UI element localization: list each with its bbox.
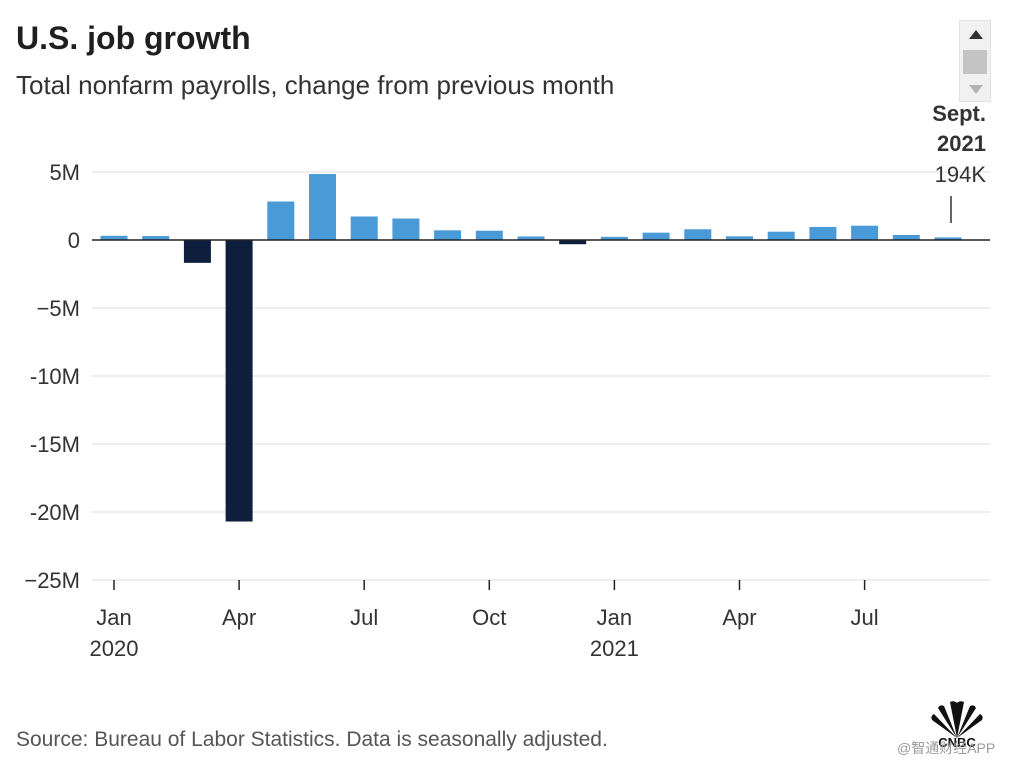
- chart-subtitle: Total nonfarm payrolls, change from prev…: [16, 70, 615, 100]
- bar-2021-08: [892, 234, 920, 240]
- y-tick-label: 0: [68, 228, 80, 253]
- scroll-up-arrow-icon[interactable]: [969, 30, 983, 39]
- bar-2020-05: [267, 201, 295, 240]
- chart-title: U.S. job growth: [16, 20, 251, 56]
- source-note: Source: Bureau of Labor Statistics. Data…: [16, 728, 608, 751]
- bar-2021-07: [851, 225, 879, 240]
- bar-2020-07: [350, 216, 378, 240]
- bar-2020-01: [100, 235, 128, 240]
- x-tick-year: 2020: [90, 636, 139, 661]
- annotation-month: Sept.: [932, 101, 986, 126]
- y-axis-ticks: 5M 0 −5M -10M -15M -20M −25M: [24, 160, 80, 593]
- y-tick-label: -10M: [30, 364, 80, 389]
- y-tick-label: -15M: [30, 432, 80, 457]
- x-tick-label: Oct: [472, 605, 506, 630]
- logo-text: CNBC: [938, 735, 976, 748]
- bar-2020-02: [142, 236, 170, 240]
- bar-2021-05: [767, 231, 795, 240]
- bar-2021-03: [684, 229, 712, 240]
- x-tick-label: Apr: [222, 605, 256, 630]
- bar-2021-09: [934, 237, 962, 240]
- y-tick-label: −5M: [37, 296, 80, 321]
- bar-2021-02: [642, 232, 670, 240]
- x-tick-label: Apr: [722, 605, 756, 630]
- bar-2020-11: [517, 236, 545, 240]
- x-axis-ticks: Jan 2020 Apr Jul Oct Jan 2021 Apr Jul: [90, 580, 879, 661]
- y-tick-label: −25M: [24, 568, 80, 593]
- scroll-down-arrow-icon[interactable]: [969, 85, 983, 94]
- bar-2020-09: [434, 230, 462, 240]
- x-tick-year: 2021: [590, 636, 639, 661]
- peacock-logo-icon: CNBC: [931, 701, 983, 748]
- bar-2020-12: [559, 240, 587, 245]
- x-tick-label: Jan: [96, 605, 131, 630]
- bar-2020-04: [225, 240, 253, 522]
- annotation-value: 194K: [935, 162, 987, 187]
- bar-2020-10: [475, 230, 503, 240]
- bar-2021-06: [809, 226, 837, 240]
- bar-2021-01: [600, 236, 628, 240]
- bar-series: [92, 174, 990, 522]
- x-tick-label: Jul: [350, 605, 378, 630]
- annotation-year: 2021: [937, 131, 986, 156]
- bar-2020-03: [183, 240, 211, 263]
- x-tick-label: Jan: [597, 605, 632, 630]
- bar-2021-04: [726, 236, 753, 240]
- latest-annotation: Sept. 2021 194K: [932, 101, 986, 223]
- y-tick-label: -20M: [30, 500, 80, 525]
- scroll-widget[interactable]: [959, 20, 991, 102]
- watermark: @智通财经APP: [897, 740, 996, 756]
- bar-2020-06: [309, 174, 336, 240]
- y-tick-label: 5M: [49, 160, 80, 185]
- x-tick-label: Jul: [851, 605, 879, 630]
- scroll-thumb[interactable]: [963, 50, 987, 74]
- bar-2020-08: [392, 218, 420, 240]
